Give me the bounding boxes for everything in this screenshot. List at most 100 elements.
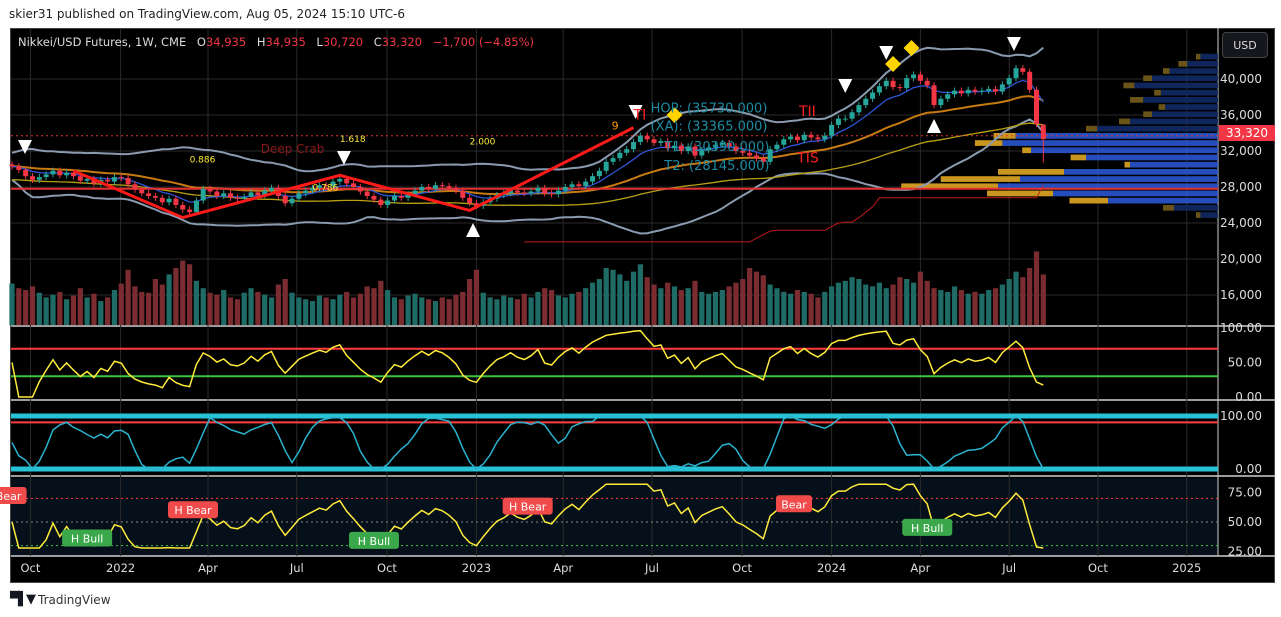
candle-body [876, 86, 882, 93]
volume-bar [241, 292, 247, 325]
symbol-title: Nikkei/USD Futures, 1W, CME [18, 35, 187, 49]
volume-bar [576, 291, 582, 325]
candle-body [357, 187, 363, 192]
volume-profile-bar [1130, 161, 1218, 168]
volume-bar [221, 290, 227, 325]
candle-body [849, 112, 855, 119]
candle-body [16, 166, 22, 170]
volume-bar [391, 297, 398, 325]
volume-bar [23, 290, 29, 325]
candle-body [323, 185, 329, 187]
volume-profile-value-area [993, 133, 1016, 139]
volume-bar [36, 292, 42, 325]
candle-body [883, 80, 889, 87]
sell-signal-triangle-icon [1006, 36, 1021, 51]
volume-profile-value-area [1163, 68, 1170, 74]
indicator-axis-label: 0.00 [1235, 390, 1262, 404]
candle-body [549, 193, 555, 195]
candle-body [351, 183, 356, 187]
volume-bar [207, 292, 213, 325]
candle-body [794, 136, 800, 141]
volume-bar [323, 297, 329, 325]
chart-annotation: T1: (30390.000) [663, 140, 769, 155]
candle-body [364, 191, 370, 196]
volume-bar [740, 279, 746, 325]
candle-body [159, 197, 165, 203]
volume-bar [289, 292, 295, 325]
candle-body [255, 192, 261, 196]
volume-profile-bar [1200, 212, 1218, 218]
volume-bar [350, 297, 357, 325]
volume-bar [869, 286, 876, 325]
candle-body [248, 192, 254, 197]
candle-body [50, 170, 56, 175]
indicator-axis-label: 75.00 [1228, 486, 1262, 500]
volume-bar [296, 297, 302, 325]
ema-long-line [11, 122, 1044, 206]
volume-bar [999, 284, 1005, 325]
divergence-badge [348, 531, 399, 549]
divergence-badge [0, 487, 27, 505]
volume-bar [671, 286, 678, 325]
volume-bar [951, 286, 958, 325]
volume-bar [57, 291, 63, 325]
volume-bar [808, 293, 814, 325]
volume-bar [801, 291, 807, 325]
candle-body [385, 200, 391, 205]
candle-body [29, 176, 35, 180]
volume-bar [316, 295, 322, 325]
volume-bar [596, 279, 602, 325]
volume-profile-bar [1160, 89, 1218, 96]
volume-bar [589, 282, 596, 325]
candle-body [453, 187, 459, 191]
volume-bar [548, 290, 555, 325]
candle-body [685, 146, 691, 151]
time-axis-label: Apr [910, 561, 930, 575]
volume-bar [412, 293, 418, 325]
candle-body [631, 142, 637, 150]
footer-brand[interactable]: ▀▌▼ TradingView [10, 592, 111, 607]
time-axis-label: Oct [1088, 561, 1108, 575]
candle-body [945, 94, 951, 99]
candle-body [562, 187, 568, 191]
volume-profile-bar [1130, 118, 1218, 125]
candle-body [610, 158, 616, 162]
volume-bar [309, 301, 316, 325]
volume-profile-bar [1165, 104, 1218, 110]
volume-profile-value-area [1022, 147, 1031, 154]
volume-bar [1040, 274, 1046, 325]
price-axis-label: 40,000 [1220, 72, 1262, 86]
tradingview-logo-icon: ▀▌▼ [10, 592, 36, 607]
volume-profile-value-area [1143, 111, 1152, 118]
candle-body [412, 190, 418, 195]
volume-bar [480, 292, 486, 325]
close-value: 33,320 [381, 35, 423, 49]
candle-body [111, 177, 117, 182]
volume-bar [521, 293, 527, 325]
volume-bar [446, 299, 452, 325]
volume-bar [658, 288, 664, 325]
candle-body [917, 74, 923, 81]
volume-bar [753, 271, 760, 325]
volume-bar [542, 288, 548, 325]
volume-bar [186, 264, 193, 325]
volume-bar [726, 286, 732, 325]
currency-button[interactable]: USD [1222, 32, 1268, 58]
chart-annotation: TI [633, 108, 647, 124]
candle-body [118, 177, 124, 179]
candle-body [330, 181, 336, 187]
divergence-label: H Bull [911, 522, 943, 535]
volume-profile-bar [1169, 68, 1218, 74]
time-axis-label: 2022 [106, 561, 135, 575]
volume-bar [29, 286, 36, 325]
candle-body [200, 188, 206, 201]
volume-bar [405, 295, 411, 325]
volume-bar [173, 267, 179, 325]
volume-profile-value-area [1178, 61, 1188, 67]
harmonic-pattern-zigzag [72, 126, 635, 220]
divergence-label: H Bear [174, 504, 212, 517]
candle-body [282, 196, 288, 204]
volume-bar [569, 293, 575, 325]
candle-body [228, 193, 234, 198]
